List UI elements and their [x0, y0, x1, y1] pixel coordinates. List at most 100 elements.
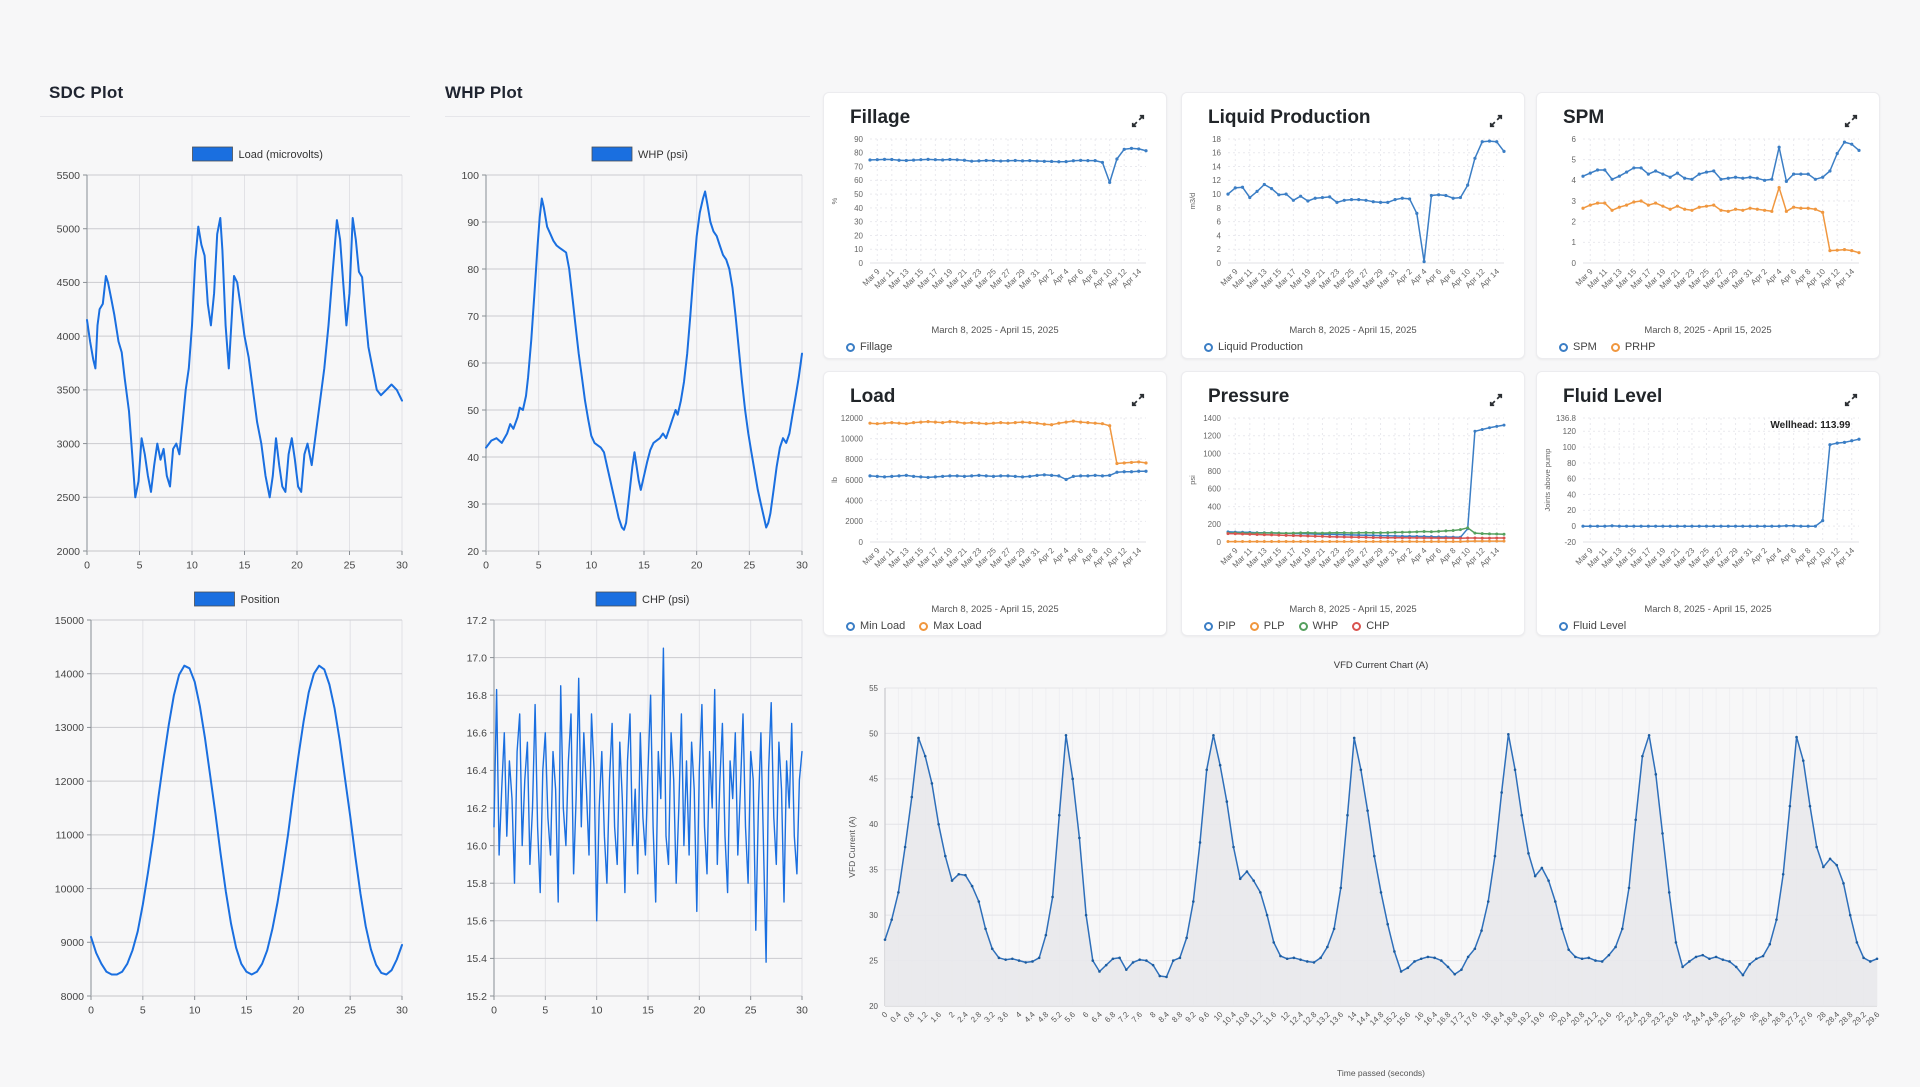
svg-text:20: 20 — [691, 560, 703, 572]
card-chart-canvas[interactable]: 6 5 4 3 2 1 0 Mar 9 Mar 11 Mar 13 Mar 15 Mar 17 Mar … — [1537, 133, 1879, 323]
svg-text:20: 20 — [291, 560, 303, 572]
svg-text:0: 0 — [1217, 538, 1222, 547]
svg-text:16.4: 16.4 — [467, 765, 488, 777]
card-legend: SPM PRHP — [1559, 341, 1655, 353]
chp-pressure-chart[interactable]: 17.2 17.0 16.8 16.6 16.4 16.2 16.0 15.8 15.6 15.4… — [450, 588, 808, 1033]
svg-text:800: 800 — [1208, 467, 1222, 476]
svg-text:6: 6 — [1081, 1010, 1091, 1020]
legend-item-fillage[interactable]: Fillage — [846, 341, 892, 353]
svg-text:70: 70 — [854, 162, 863, 171]
card-date-range-caption: March 8, 2025 - April 15, 2025 — [931, 604, 1059, 615]
svg-text:0: 0 — [1572, 259, 1577, 268]
whp-pressure-chart[interactable]: 100 90 80 70 60 50 40 30 20 0 5 10 15 20 25 30 WHP (psi) — [450, 143, 808, 588]
svg-text:35: 35 — [869, 866, 878, 875]
svg-text:9.6: 9.6 — [1197, 1010, 1212, 1025]
svg-text:0: 0 — [88, 1005, 94, 1017]
svg-text:10000: 10000 — [55, 883, 84, 895]
expand-icon[interactable] — [1130, 113, 1146, 129]
legend-item-spm[interactable]: SPM — [1559, 341, 1597, 353]
svg-text:2.8: 2.8 — [969, 1010, 984, 1025]
svg-text:25.6: 25.6 — [1730, 1010, 1748, 1028]
legend-item-chp[interactable]: CHP — [1352, 620, 1389, 632]
legend-label: Fluid Level — [1573, 620, 1627, 632]
card-chart-canvas[interactable]: 1400 1200 1000 800 600 400 200 0 Mar 9 Mar 11 Mar … — [1182, 412, 1524, 602]
legend-label: CHP — [1366, 620, 1390, 632]
legend-ring-icon — [1610, 342, 1620, 352]
svg-text:5.6: 5.6 — [1063, 1010, 1078, 1025]
svg-text:15: 15 — [638, 560, 650, 572]
legend-item-max-load[interactable]: Max Load — [919, 620, 982, 632]
svg-text:30: 30 — [796, 560, 808, 572]
svg-text:3.2: 3.2 — [982, 1010, 997, 1025]
svg-text:15.2: 15.2 — [467, 991, 488, 1003]
svg-text:30: 30 — [467, 499, 479, 511]
legend-item-liquid-production[interactable]: Liquid Production — [1204, 341, 1303, 353]
metric-card-liquid-production: Liquid Production 18 16 14 12 10 8 6 4 2 0 Mar 9 Ma… — [1181, 92, 1525, 359]
legend-ring-icon — [846, 342, 855, 352]
card-title: SPM — [1563, 107, 1605, 128]
svg-text:14000: 14000 — [55, 668, 84, 680]
legend-item-plp[interactable]: PLP — [1249, 620, 1285, 632]
legend-item-whp[interactable]: WHP — [1298, 620, 1338, 632]
svg-text:1.6: 1.6 — [929, 1010, 944, 1025]
svg-text:1400: 1400 — [1203, 414, 1221, 423]
svg-text:0: 0 — [859, 259, 864, 268]
svg-text:Position: Position — [241, 594, 280, 606]
svg-text:6000: 6000 — [845, 476, 863, 485]
svg-text:2000: 2000 — [57, 546, 81, 558]
svg-text:5: 5 — [536, 560, 542, 572]
card-chart-canvas[interactable]: 12000 10000 8000 6000 4000 2000 0 Mar 9 Mar 11 Ma… — [824, 412, 1166, 602]
card-chart-canvas[interactable]: 136.8 120 100 80 60 40 20 0 -20 Mar 9 Mar 11 Mar 13… — [1537, 412, 1879, 602]
svg-text:30: 30 — [869, 911, 878, 920]
svg-text:1200: 1200 — [1203, 432, 1221, 441]
svg-text:10000: 10000 — [841, 435, 864, 444]
svg-text:4.4: 4.4 — [1023, 1010, 1038, 1025]
svg-text:-20: -20 — [1564, 538, 1576, 547]
svg-text:13000: 13000 — [55, 722, 84, 734]
expand-icon[interactable] — [1843, 392, 1859, 408]
sdc-position-chart[interactable]: 15000 14000 13000 12000 11000 10000 9000 8000 0 5… — [45, 588, 408, 1033]
svg-text:17.0: 17.0 — [467, 652, 488, 664]
svg-text:3: 3 — [1572, 197, 1577, 206]
sdc-load-chart[interactable]: 5500 5000 4500 4000 3500 3000 2500 2000 0 5 10 15 20… — [45, 143, 408, 588]
svg-text:136.8: 136.8 — [1556, 414, 1577, 423]
legend-item-fluid-level[interactable]: Fluid Level — [1559, 620, 1626, 632]
card-date-range-caption: March 8, 2025 - April 15, 2025 — [1289, 604, 1417, 615]
legend-item-prhp[interactable]: PRHP — [1610, 341, 1655, 353]
svg-text:21.6: 21.6 — [1596, 1010, 1614, 1028]
svg-text:10: 10 — [1212, 190, 1221, 199]
svg-text:5.2: 5.2 — [1049, 1010, 1064, 1025]
svg-text:2: 2 — [1572, 218, 1577, 227]
svg-text:80: 80 — [1567, 459, 1576, 468]
card-date-range-caption: March 8, 2025 - April 15, 2025 — [1289, 325, 1417, 336]
svg-text:5: 5 — [542, 1005, 548, 1017]
legend-ring-icon — [1204, 621, 1213, 631]
svg-text:8: 8 — [1148, 1010, 1158, 1020]
expand-icon[interactable] — [1843, 113, 1859, 129]
card-title: Load — [850, 386, 896, 407]
svg-text:27.6: 27.6 — [1797, 1010, 1815, 1028]
legend-label: Fillage — [860, 341, 893, 353]
expand-icon[interactable] — [1130, 392, 1146, 408]
svg-text:25: 25 — [344, 1005, 356, 1017]
svg-text:5500: 5500 — [57, 170, 81, 182]
svg-text:400: 400 — [1208, 502, 1222, 511]
svg-text:50: 50 — [467, 405, 479, 417]
expand-icon[interactable] — [1488, 392, 1504, 408]
svg-text:15.6: 15.6 — [467, 916, 488, 928]
whp-panel-title: WHP Plot — [445, 83, 523, 102]
legend-item-pip[interactable]: PIP — [1204, 620, 1236, 632]
svg-text:20: 20 — [1567, 506, 1576, 515]
svg-text:14: 14 — [1212, 162, 1221, 171]
legend-ring-icon — [846, 621, 855, 631]
svg-text:60: 60 — [1567, 475, 1576, 484]
card-chart-canvas[interactable]: 90 80 70 60 50 40 30 20 10 0 Mar 9 Mar 11 Mar 13 Mar … — [824, 133, 1166, 323]
svg-text:30: 30 — [796, 1005, 808, 1017]
svg-text:200: 200 — [1208, 520, 1222, 529]
card-chart-canvas[interactable]: 18 16 14 12 10 8 6 4 2 0 Mar 9 Mar 11 Mar 13 Mar 15 Ma… — [1182, 133, 1524, 323]
svg-text:25: 25 — [344, 560, 356, 572]
legend-item-min-load[interactable]: Min Load — [846, 620, 905, 632]
vfd-current-chart[interactable]: 55 50 45 40 35 30 25 20 0 0.4 0.8 1.2 1.6 2 2.4 2.8 3.2 3… — [845, 652, 1895, 1087]
expand-icon[interactable] — [1488, 113, 1504, 129]
metric-card-fluid-level: Fluid Level 136.8 120 100 80 60 40 20 0 -20 Mar 9… — [1536, 371, 1880, 636]
